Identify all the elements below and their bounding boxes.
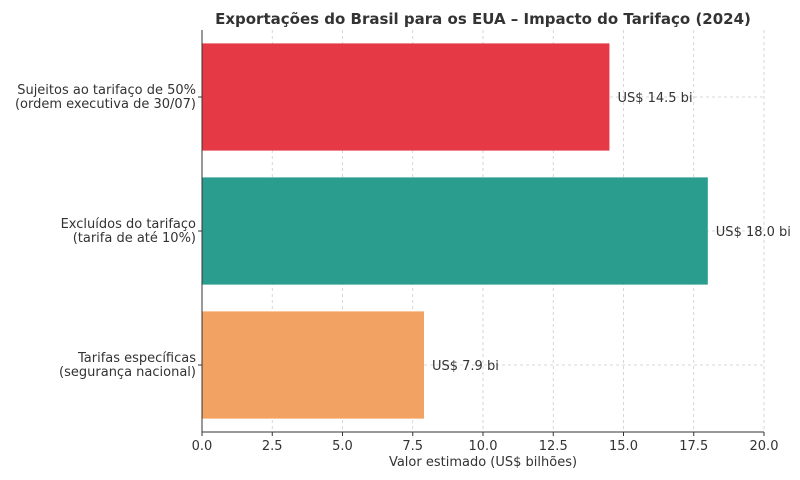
x-tick-label: 2.5 [262,439,283,454]
x-tick-label: 0.0 [192,439,213,454]
bar-data-label: US$ 7.9 bi [432,359,499,374]
x-tick-label: 12.5 [539,439,568,454]
y-category-label: Tarifas específicas [77,351,196,366]
x-tick-label: 15.0 [609,439,638,454]
y-category-label: Sujeitos ao tarifaço de 50% [17,83,196,98]
bar [202,177,708,285]
x-tick-label: 10.0 [469,439,498,454]
labels: US$ 7.9 bi Tarifas específicas(segurança … [15,83,791,380]
y-category-label: Excluídos do tarifaço [61,217,196,232]
chart-title: Exportações do Brasil para os EUA – Impa… [215,10,751,28]
bar [202,311,424,419]
axes: 0.0 2.5 5.0 7.5 10.0 12.5 15.0 17.5 20.0 [192,30,779,454]
bar-data-label: US$ 14.5 bi [617,91,692,106]
x-axis-label: Valor estimado (US$ bilhões) [389,455,577,470]
bar-data-label: US$ 18.0 bi [716,225,791,240]
x-tick-label: 17.5 [679,439,708,454]
bars [202,43,708,419]
y-category-label: (segurança nacional) [59,365,196,380]
y-category-label: (ordem executiva de 30/07) [15,97,196,112]
bar [202,43,610,151]
x-tick-label: 7.5 [402,439,423,454]
x-tick-label: 20.0 [750,439,779,454]
y-category-label: (tarifa de até 10%) [73,231,196,246]
x-tick-label: 5.0 [332,439,353,454]
